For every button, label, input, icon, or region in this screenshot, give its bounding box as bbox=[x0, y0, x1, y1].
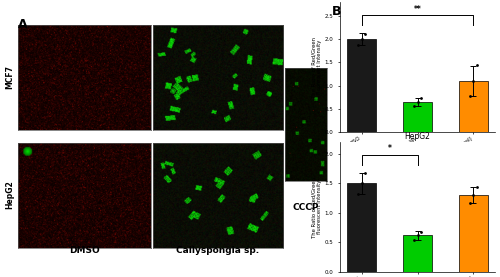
Point bbox=[354, 192, 362, 196]
Point bbox=[414, 233, 422, 238]
Point bbox=[361, 31, 369, 36]
Text: Callyspongia sp.: Callyspongia sp. bbox=[176, 246, 260, 255]
Text: HepG2: HepG2 bbox=[5, 181, 14, 209]
Bar bbox=[347, 183, 376, 272]
Y-axis label: The Ratio of Red/Green
fluorescent Intensity: The Ratio of Red/Green fluorescent Inten… bbox=[312, 176, 322, 237]
Bar bbox=[403, 102, 432, 132]
Point bbox=[466, 201, 474, 206]
Point bbox=[473, 63, 481, 67]
Point bbox=[470, 193, 478, 198]
Point bbox=[410, 237, 418, 242]
Text: A: A bbox=[18, 18, 28, 31]
Bar bbox=[459, 195, 488, 272]
Y-axis label: The Ratio of Red/Green
fluorescent Intensity: The Ratio of Red/Green fluorescent Inten… bbox=[312, 37, 322, 98]
Point bbox=[417, 230, 425, 234]
Point bbox=[361, 171, 369, 175]
Point bbox=[417, 96, 425, 100]
Point bbox=[466, 94, 474, 98]
Title: HepG2: HepG2 bbox=[404, 132, 430, 141]
Text: **: ** bbox=[414, 5, 422, 14]
Point bbox=[473, 185, 481, 189]
Bar bbox=[347, 39, 376, 132]
Point bbox=[470, 79, 478, 83]
Point bbox=[354, 42, 362, 47]
Text: B: B bbox=[332, 5, 342, 18]
Text: CCCP: CCCP bbox=[293, 203, 320, 212]
Text: MCF7: MCF7 bbox=[5, 65, 14, 89]
Title: MCF7: MCF7 bbox=[407, 0, 428, 1]
Point bbox=[358, 37, 366, 41]
Point bbox=[414, 100, 422, 104]
Bar bbox=[459, 81, 488, 132]
Bar bbox=[403, 235, 432, 272]
Point bbox=[410, 104, 418, 109]
Point bbox=[358, 181, 366, 186]
Text: DMSO: DMSO bbox=[69, 246, 100, 255]
Text: *: * bbox=[388, 144, 392, 153]
